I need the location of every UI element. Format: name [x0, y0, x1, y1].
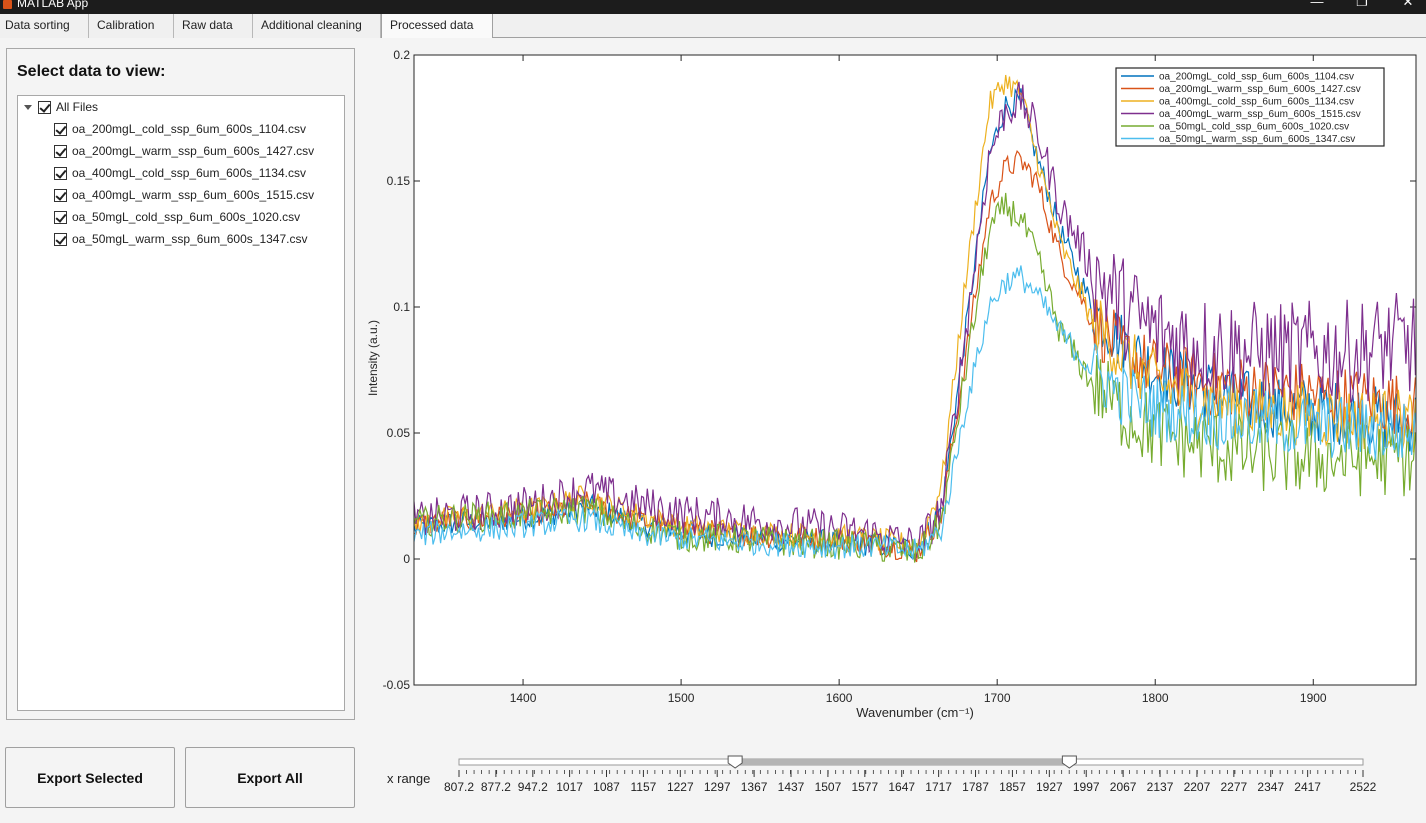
file-label: oa_400mgL_warm_ssp_6um_600s_1515.csv — [72, 188, 315, 202]
slider-tick-label: 2417 — [1294, 780, 1321, 794]
legend-entry: oa_200mgL_warm_ssp_6um_600s_1427.csv — [1159, 84, 1361, 95]
maximize-button[interactable]: ❐ — [1356, 0, 1368, 9]
slider-tick-label: 1507 — [815, 780, 842, 794]
file-select-panel: Select data to view: All Files oa_200mgL… — [6, 48, 355, 720]
file-tree: All Files oa_200mgL_cold_ssp_6um_600s_11… — [17, 95, 345, 711]
slider-tick-label: 947.2 — [518, 780, 548, 794]
y-tick-label: 0.05 — [387, 426, 411, 440]
slider-tick-label: 2522 — [1350, 780, 1377, 794]
slider-tick-label: 2277 — [1220, 780, 1247, 794]
export-all-button[interactable]: Export All — [185, 747, 355, 808]
file-item[interactable]: oa_200mgL_cold_ssp_6um_600s_1104.csv — [54, 120, 306, 138]
window-title: MATLAB App — [17, 0, 89, 10]
tab-additional-cleaning[interactable]: Additional cleaning — [253, 14, 381, 38]
slider-tick-label: 1927 — [1036, 780, 1063, 794]
slider-tick-label: 1017 — [556, 780, 583, 794]
x-tick-label: 1400 — [510, 691, 537, 705]
slider-tick-label: 1787 — [962, 780, 989, 794]
x-range-slider[interactable]: 807.2 877.2 947.2 1017 1087 1157 1227 1297 1367 1… — [440, 750, 1390, 800]
x-axis-label: Wavenumber (cm⁻¹) — [856, 705, 974, 720]
processed-data-page: Select data to view: All Files oa_200mgL… — [0, 38, 1426, 823]
tree-root[interactable]: All Files — [24, 98, 98, 116]
slider-low-thumb[interactable] — [727, 755, 743, 769]
matlab-logo-icon — [3, 0, 12, 9]
slider-tick-label: 877.2 — [481, 780, 511, 794]
file-item[interactable]: oa_400mgL_cold_ssp_6um_600s_1134.csv — [54, 164, 306, 182]
slider-tick-label: 807.2 — [444, 780, 474, 794]
slider-tick-label: 1857 — [999, 780, 1026, 794]
legend-entry: oa_400mgL_cold_ssp_6um_600s_1134.csv — [1159, 97, 1354, 108]
file-label: oa_200mgL_cold_ssp_6um_600s_1104.csv — [72, 122, 306, 136]
slider-tick-label: 1227 — [667, 780, 694, 794]
x-tick-label: 1600 — [826, 691, 853, 705]
file-item[interactable]: oa_200mgL_warm_ssp_6um_600s_1427.csv — [54, 142, 314, 160]
legend-entry: oa_50mgL_warm_ssp_6um_600s_1347.csv — [1159, 134, 1355, 145]
export-selected-button[interactable]: Export Selected — [5, 747, 175, 808]
y-tick-label: 0.15 — [387, 174, 411, 188]
tab-calibration[interactable]: Calibration — [89, 14, 174, 38]
file-item[interactable]: oa_50mgL_warm_ssp_6um_600s_1347.csv — [54, 230, 307, 248]
slider-tick-label: 1157 — [630, 780, 656, 794]
legend-box — [1115, 67, 1385, 147]
slider-tick-label: 1647 — [888, 780, 915, 794]
file-item[interactable]: oa_400mgL_warm_ssp_6um_600s_1515.csv — [54, 186, 314, 204]
file-checkbox[interactable] — [54, 144, 67, 158]
series-group — [414, 74, 1416, 563]
slider-selected-range — [735, 759, 1070, 765]
expand-caret-icon[interactable] — [24, 104, 32, 110]
x-tick-label: 1500 — [668, 691, 695, 705]
x-tick-label: 1800 — [1142, 691, 1169, 705]
slider-tick-label: 1577 — [851, 780, 878, 794]
file-label: oa_400mgL_cold_ssp_6um_600s_1134.csv — [72, 166, 306, 180]
x-tick-label: 1700 — [984, 691, 1011, 705]
file-label: oa_50mgL_cold_ssp_6um_600s_1020.csv — [72, 210, 301, 224]
file-checkbox[interactable] — [54, 166, 67, 180]
slider-tick-label: 1087 — [593, 780, 620, 794]
close-button[interactable]: ✕ — [1402, 0, 1414, 9]
file-checkbox[interactable] — [54, 122, 67, 136]
file-checkbox[interactable] — [54, 210, 67, 224]
slider-tick-label: 2207 — [1184, 780, 1211, 794]
minimize-button[interactable]: — — [1310, 0, 1324, 9]
tab-data-sorting[interactable]: Data sorting — [0, 14, 89, 38]
y-tick-label: -0.05 — [383, 678, 411, 692]
slider-tick-label: 1717 — [925, 780, 952, 794]
legend-entry: oa_400mgL_warm_ssp_6um_600s_1515.csv — [1159, 109, 1361, 120]
axes-box — [413, 54, 1417, 686]
slider-tick-label: 2347 — [1257, 780, 1284, 794]
tree-root-label: All Files — [56, 100, 99, 114]
panel-heading: Select data to view: — [17, 63, 166, 80]
legend-entry: oa_200mgL_cold_ssp_6um_600s_1104.csv — [1159, 72, 1354, 83]
spectra-chart: 1400 1500 1600 1700 1800 1900 -0.05 0 0.05 0.1 0.1… — [366, 48, 1417, 720]
legend-entry: oa_50mgL_cold_ssp_6um_600s_1020.csv — [1159, 122, 1349, 133]
slider-tick-label: 1367 — [741, 780, 768, 794]
slider-tick-label: 2067 — [1110, 780, 1137, 794]
file-checkbox[interactable] — [54, 188, 67, 202]
y-tick-label: 0 — [403, 552, 410, 566]
title-bar: MATLAB App — ❐ ✕ — [0, 0, 1426, 14]
tab-processed-data[interactable]: Processed data — [381, 14, 493, 39]
series-line — [414, 192, 1416, 563]
slider-high-thumb[interactable] — [1061, 755, 1077, 769]
y-tick-label: 0.2 — [393, 48, 410, 62]
slider-tick-label: 1437 — [778, 780, 805, 794]
slider-tick-label: 2137 — [1147, 780, 1174, 794]
tab-bar: Data sorting Calibration Raw data Additi… — [0, 14, 1426, 39]
slider-tick-label: 1297 — [704, 780, 731, 794]
x-tick-label: 1900 — [1300, 691, 1327, 705]
file-label: oa_50mgL_warm_ssp_6um_600s_1347.csv — [72, 232, 308, 246]
tab-raw-data[interactable]: Raw data — [174, 14, 253, 38]
file-label: oa_200mgL_warm_ssp_6um_600s_1427.csv — [72, 144, 315, 158]
y-tick-label: 0.1 — [393, 300, 410, 314]
series-line — [414, 265, 1416, 559]
x-range-label: x range — [387, 771, 431, 786]
file-checkbox[interactable] — [54, 232, 67, 246]
file-item[interactable]: oa_50mgL_cold_ssp_6um_600s_1020.csv — [54, 208, 300, 226]
plot-area — [414, 55, 1416, 685]
y-axis-label: Intensity (a.u.) — [366, 320, 380, 396]
slider-tick-label: 1997 — [1073, 780, 1100, 794]
checkbox-all-files[interactable] — [38, 100, 51, 114]
